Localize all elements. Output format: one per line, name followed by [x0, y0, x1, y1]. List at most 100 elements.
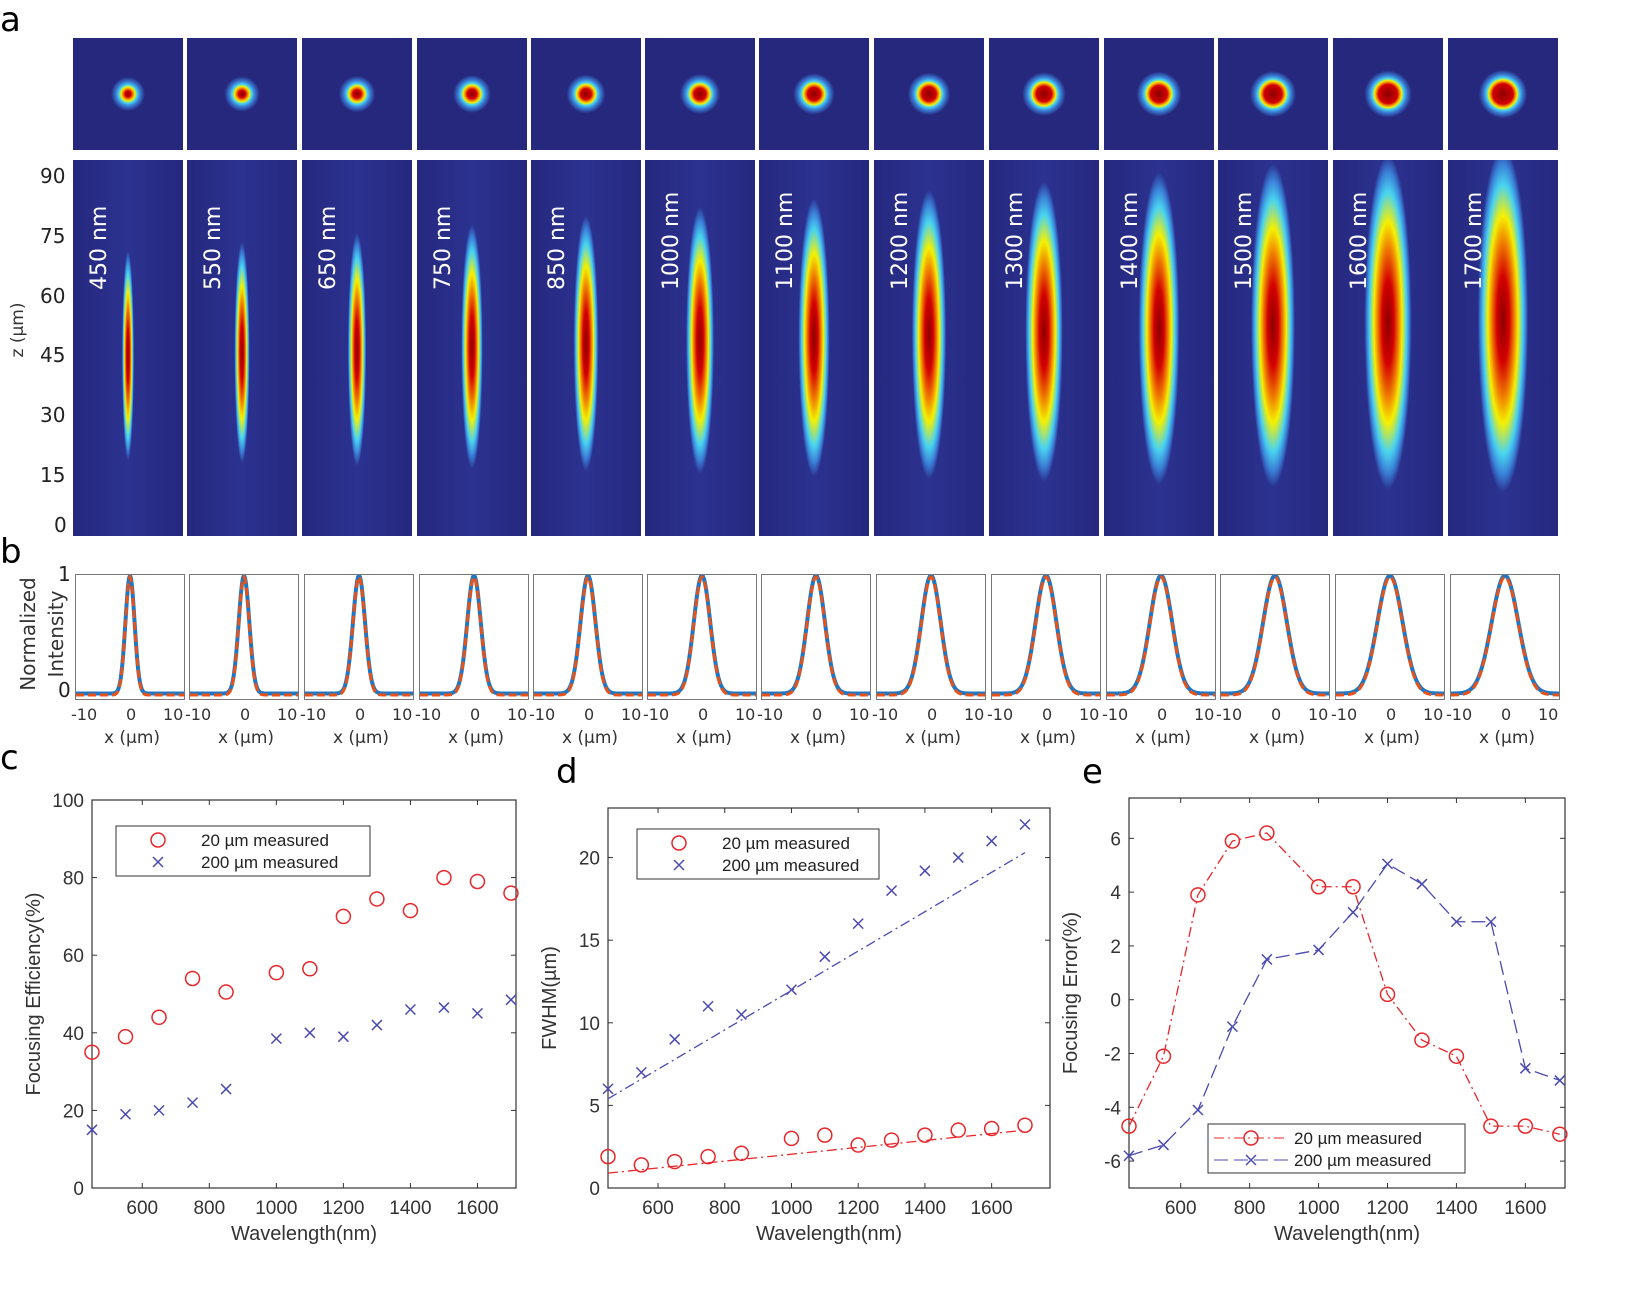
z-tick: 15	[40, 463, 66, 487]
x-tick-label: 1200	[1366, 1198, 1408, 1219]
wavelength-label: 1700 nm	[1462, 191, 1487, 290]
b-xlabel: x (µm)	[789, 728, 847, 748]
b-xlabel: x (µm)	[561, 728, 619, 748]
b-xtick: -10	[757, 705, 784, 724]
data-point	[117, 1028, 134, 1045]
measured-profile-curve	[992, 573, 1100, 696]
chart-e: 600 800 1000 1200 1400 1600 -6 -4 -2 0 2 4 6 Waveleng…	[1060, 797, 1568, 1245]
z-axis-label: z (µm)	[8, 302, 28, 358]
data-point	[218, 984, 234, 1000]
wavelength-label: 1000 nm	[659, 191, 684, 290]
b-xtick: 10	[735, 705, 756, 724]
chart-c: 600 800 1000 1200 1400 1600 0 20 40 60 80 100 Wavele…	[23, 791, 519, 1245]
y-tick-label: 100	[52, 791, 84, 812]
intensity-profile-plot	[1335, 573, 1445, 700]
panel-label-e: e	[1082, 752, 1103, 792]
b-xtick: -10	[415, 705, 442, 724]
z-tick: 45	[40, 343, 66, 367]
b-xlabel: x (µm)	[1248, 728, 1306, 748]
z-tick: 60	[40, 284, 66, 308]
data-point	[1017, 1117, 1033, 1133]
y-tick-label: 80	[63, 869, 84, 890]
b-xtick: 0	[1271, 705, 1282, 724]
measured-profile-curve	[1335, 573, 1445, 696]
data-point	[1261, 953, 1273, 965]
focal-spot-image	[187, 38, 297, 150]
b-xlabel: x (µm)	[217, 728, 275, 748]
x-axis-label: Wavelength(nm)	[231, 1223, 377, 1245]
intensity-profile-plot	[304, 571, 414, 700]
data-point	[666, 1153, 683, 1170]
data-point	[1552, 1126, 1568, 1142]
focal-intensity-map: 750 nm	[417, 160, 527, 536]
x-tick-label: 1200	[322, 1198, 364, 1219]
chart-d: 600 800 1000 1200 1400 1600 0 5 10 15 20 Wavelength…	[539, 807, 1051, 1245]
data-point	[151, 1009, 167, 1026]
fit-profile-curve	[1450, 575, 1560, 697]
measured-profile-curve	[190, 570, 298, 696]
wavelength-label: 850 nm	[545, 205, 570, 290]
b-xtick: 10	[1194, 705, 1215, 724]
data-point	[1450, 916, 1462, 928]
data-point	[952, 852, 964, 864]
data-point	[733, 1145, 750, 1162]
data-point	[635, 1066, 647, 1078]
x-tick-label: 1000	[770, 1198, 812, 1219]
data-point	[1517, 1118, 1534, 1134]
y-tick-label: 4	[1110, 883, 1121, 904]
y-tick-label: 15	[579, 931, 600, 952]
x-tick-label: 1000	[1297, 1198, 1339, 1219]
fit-profile-curve	[305, 574, 413, 697]
wavelength-label: 550 nm	[201, 205, 226, 290]
focal-spot-image	[531, 38, 641, 150]
b-xtick: -10	[71, 705, 98, 724]
y-tick-label: 20	[63, 1101, 84, 1122]
data-point	[950, 1122, 967, 1138]
plot-frame	[1128, 797, 1566, 1189]
b-xtick: -10	[1331, 705, 1358, 724]
series-line	[1128, 832, 1560, 1135]
x-tick-label: 600	[1165, 1198, 1197, 1219]
legend-marker	[152, 856, 164, 868]
data-point	[270, 1033, 282, 1045]
focal-spot-image	[989, 38, 1099, 150]
data-point	[917, 1127, 933, 1143]
data-point	[335, 908, 352, 925]
b-xtick: -10	[987, 705, 1014, 724]
data-point	[983, 1120, 1000, 1137]
data-point	[1190, 887, 1206, 903]
b-xtick: 0	[1501, 705, 1512, 724]
y-tick-label: 2	[1110, 937, 1121, 958]
b-xtick: 0	[240, 705, 251, 724]
panel-label-a: a	[0, 0, 21, 40]
b-xtick: -10	[872, 705, 899, 724]
b-xtick: 10	[1308, 705, 1329, 724]
data-point	[669, 1033, 681, 1045]
data-point	[1123, 1150, 1135, 1162]
data-point	[436, 869, 452, 886]
focal-intensity-map: 1200 nm	[874, 160, 984, 536]
x-tick-label: 1000	[255, 1198, 297, 1219]
legend-marker	[1245, 1154, 1257, 1166]
b-xtick: 10	[621, 705, 642, 724]
x-tick-label: 1600	[1504, 1198, 1546, 1219]
b-xtick: 0	[1386, 705, 1397, 724]
focal-spot-image	[1448, 38, 1558, 150]
focal-spot-image	[302, 38, 412, 150]
plot-frame	[607, 807, 1051, 1189]
y-tick-label: -6	[1104, 1152, 1121, 1173]
focal-intensity-map: 1500 nm	[1218, 160, 1328, 536]
b-xlabel: x (µm)	[447, 728, 505, 748]
intensity-profile-plot	[75, 569, 185, 700]
data-point	[1226, 1021, 1238, 1033]
x-tick-label: 1400	[1435, 1198, 1477, 1219]
y-tick-label: 0	[589, 1179, 600, 1200]
data-point	[819, 951, 831, 963]
b-xtick: 10	[163, 705, 184, 724]
focal-intensity-map: 450 nm	[73, 160, 183, 536]
measured-profile-curve	[648, 572, 756, 696]
data-point	[369, 891, 385, 907]
data-point	[404, 1003, 416, 1016]
wavelength-label: 750 nm	[431, 205, 456, 290]
b-ytick-0: 0	[58, 678, 71, 702]
